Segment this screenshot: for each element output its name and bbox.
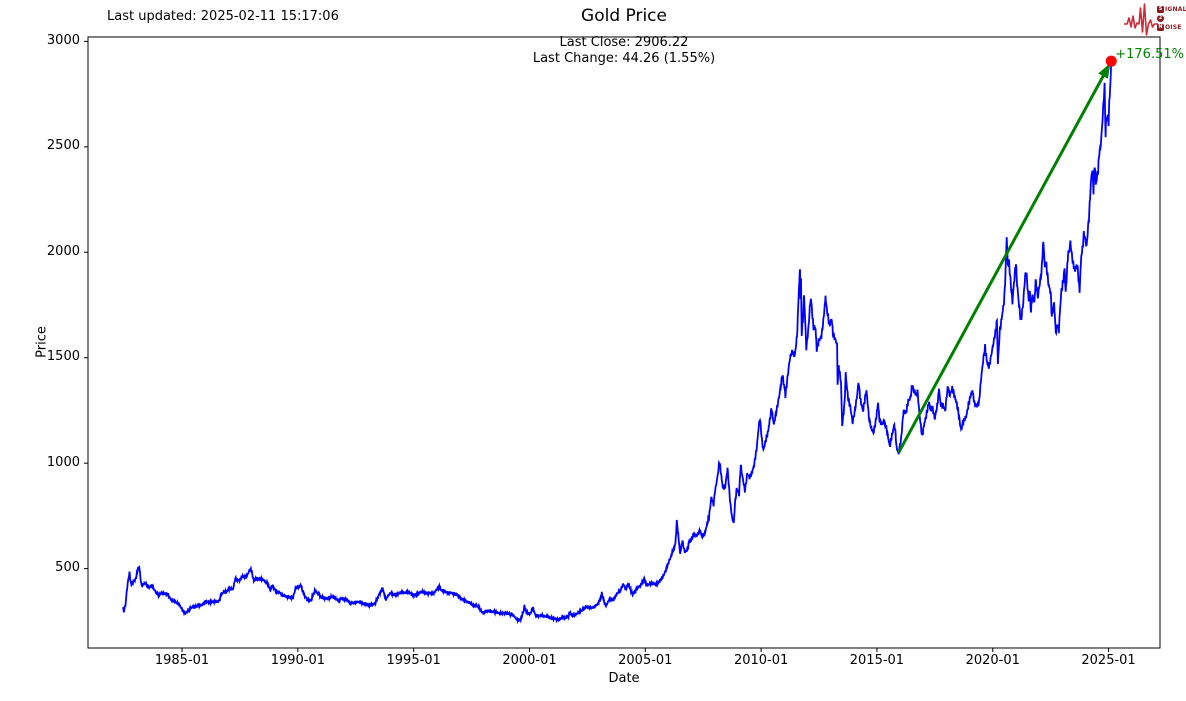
last-updated-text: Last updated: 2025-02-11 15:17:06	[107, 9, 339, 24]
trend-arrow-head	[1098, 62, 1111, 79]
last-close-text: Last Close: 2906.22	[559, 35, 689, 50]
signal2noise-logo: S IGNAL 2 N OISE	[1124, 2, 1186, 36]
gain-annotation-label: +176.51%	[1115, 47, 1184, 63]
x-tick-label: 2000-01	[502, 653, 557, 668]
x-tick-label: 2015-01	[849, 653, 905, 668]
logo-word-ignal: IGNAL	[1165, 6, 1186, 13]
last-price-marker	[1105, 55, 1117, 67]
logo-badge-n: N	[1157, 24, 1164, 31]
trend-arrow-shaft	[897, 73, 1106, 454]
x-tick-label: 1985-01	[154, 653, 210, 668]
last-change-text: Last Change: 44.26 (1.55%)	[532, 51, 716, 66]
y-tick-label: 1500	[46, 349, 80, 365]
logo-waveform-icon	[1124, 3, 1158, 36]
gold-price-line	[122, 61, 1113, 625]
x-axis-label: Date	[608, 671, 640, 686]
x-tick-label: 2005-01	[618, 653, 673, 668]
x-tick-label: 1995-01	[386, 653, 441, 668]
x-tick-label: 2010-01	[733, 653, 789, 668]
logo-badge-s: S	[1157, 6, 1164, 13]
axes-spines	[87, 36, 1161, 649]
y-tick-label: 2500	[46, 138, 80, 154]
y-tick-label: 500	[55, 560, 80, 576]
x-tick-label: 1990-01	[270, 653, 326, 668]
y-tick-label: 3000	[46, 32, 80, 48]
logo-text: S IGNAL 2 N OISE	[1157, 5, 1186, 32]
y-tick-label: 1000	[46, 454, 80, 470]
chart-title: Gold Price	[581, 6, 667, 26]
y-tick-label: 2000	[46, 243, 80, 259]
x-tick-label: 2020-01	[965, 653, 1020, 668]
logo-word-oise: OISE	[1165, 24, 1182, 31]
x-tick-label: 2025-01	[1081, 653, 1136, 668]
logo-badge-2: 2	[1157, 15, 1164, 22]
